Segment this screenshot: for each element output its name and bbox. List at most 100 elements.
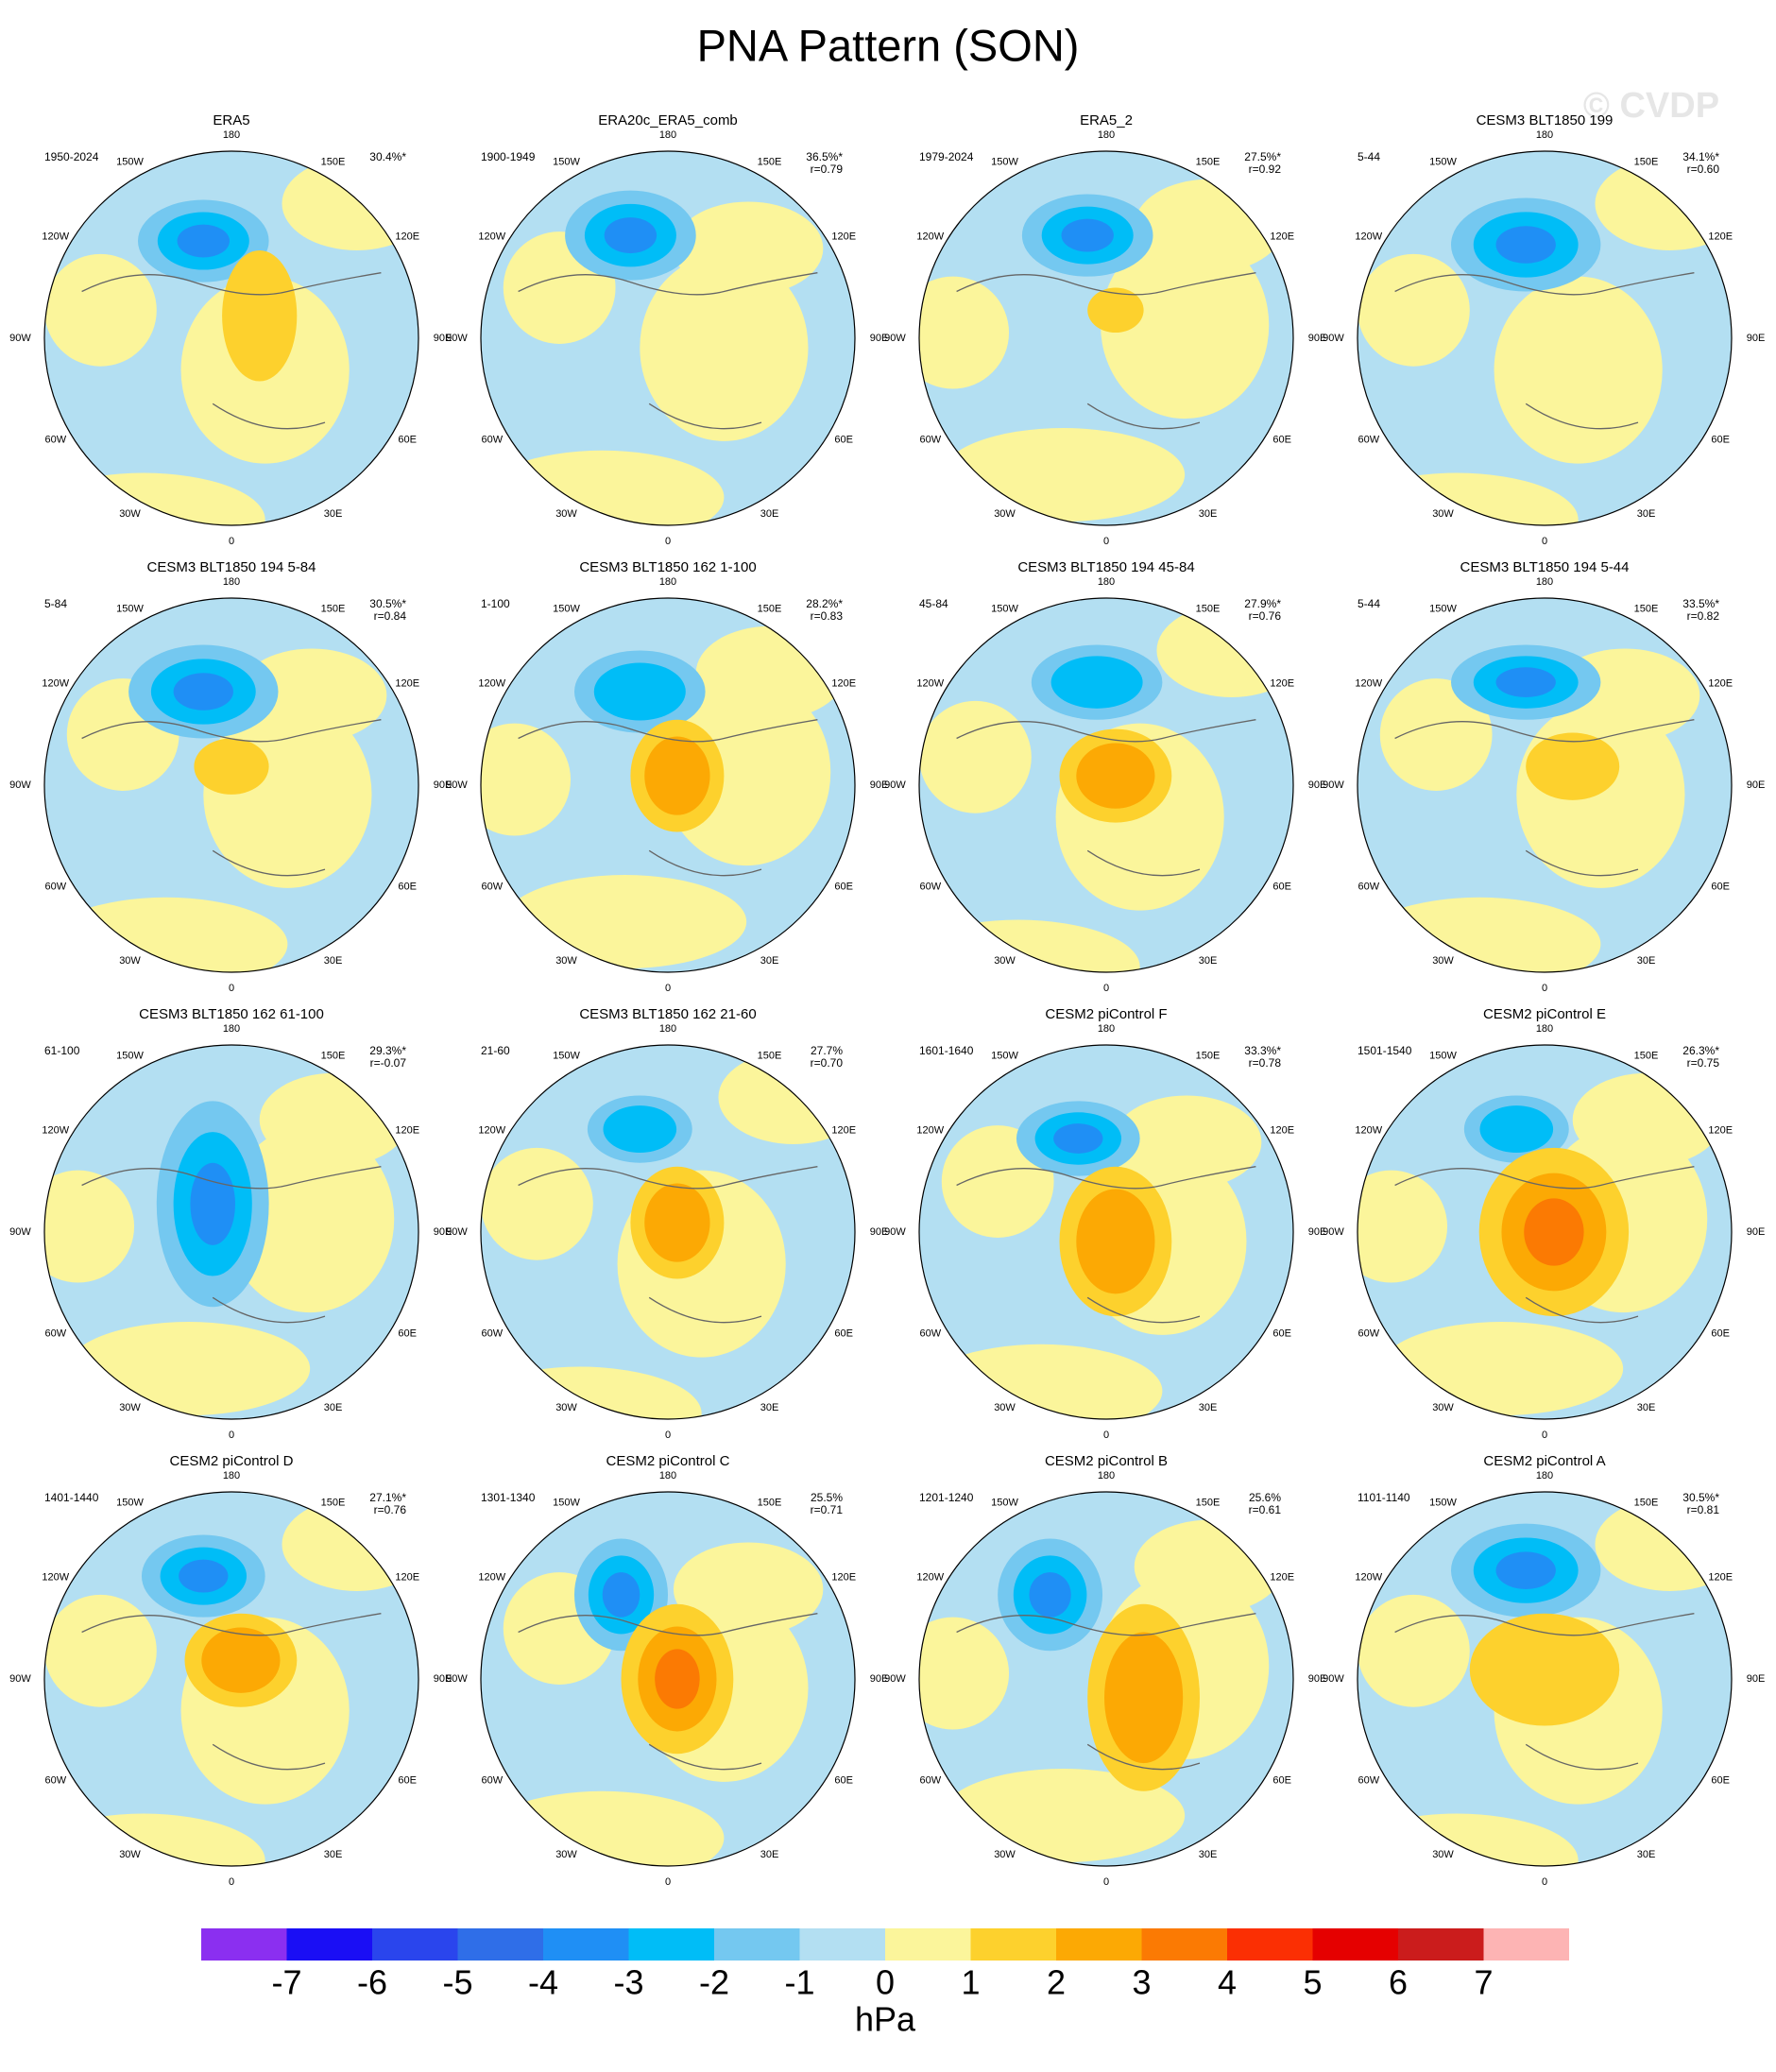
- period: 1101-1140: [1358, 1491, 1410, 1504]
- variance: 26.3%*: [1682, 1044, 1719, 1057]
- positive-region: [481, 1790, 725, 1866]
- lon-label: 0: [1542, 536, 1547, 547]
- period: 1201-1240: [919, 1491, 974, 1504]
- lon-label: 120W: [42, 677, 69, 689]
- lon-label: 150E: [321, 1051, 346, 1062]
- positive-region: [1134, 1519, 1285, 1614]
- variance: 27.5%*: [1244, 150, 1281, 163]
- lon-label: 120E: [395, 231, 419, 242]
- map: [1358, 598, 1732, 972]
- lon-label: 180: [659, 576, 676, 588]
- low-contour: [604, 217, 657, 254]
- variance: 27.1%*: [369, 1491, 406, 1504]
- lon-label: 150E: [1634, 157, 1659, 168]
- lon-label: 90E: [870, 1673, 889, 1685]
- high-contour: [1104, 1632, 1184, 1764]
- high-contour: [644, 736, 710, 815]
- coastline: [1394, 719, 1695, 877]
- colorbar-box: [372, 1928, 458, 1961]
- map: [1358, 1045, 1732, 1419]
- colorbar-box: [201, 1928, 287, 1961]
- colorbar-box: [970, 1928, 1056, 1961]
- positive-region: [259, 1072, 410, 1167]
- lon-label: 90W: [446, 779, 468, 791]
- colorbar-box: [543, 1928, 629, 1961]
- panel-title: CESM2 piControl E: [1483, 1006, 1606, 1022]
- lon-label: 30E: [760, 1849, 779, 1860]
- pattern-correlation: r=0.60: [1687, 163, 1720, 176]
- pattern-correlation: r=-0.07: [370, 1056, 407, 1070]
- lon-label: 30W: [1432, 508, 1454, 520]
- colorbar-tick-label: -1: [784, 1963, 814, 2002]
- lon-label: 150E: [758, 1051, 782, 1062]
- colorbar-box: [1312, 1928, 1398, 1961]
- lon-label: 90E: [1747, 779, 1766, 791]
- lon-label: 120W: [916, 1124, 944, 1136]
- lon-label: 150W: [1429, 1051, 1457, 1062]
- lon-label: 30W: [555, 1849, 577, 1860]
- period: 61-100: [44, 1044, 80, 1057]
- high-contour: [1526, 732, 1620, 800]
- lon-label: 180: [223, 1470, 240, 1481]
- lon-label: 0: [665, 536, 671, 547]
- positive-region: [919, 1617, 1010, 1730]
- lon-label: 120E: [1270, 1124, 1294, 1136]
- lon-label: 120W: [478, 1124, 505, 1136]
- lon-label: 90W: [9, 779, 31, 791]
- map: [481, 598, 855, 972]
- lon-label: 60E: [1711, 1327, 1730, 1339]
- variance: 30.5%*: [369, 597, 406, 610]
- lon-label: 30W: [1432, 955, 1454, 967]
- colorbar-tick-label: 1: [961, 1963, 980, 2002]
- lon-label: 90W: [446, 1673, 468, 1685]
- lon-label: 150E: [1196, 604, 1221, 615]
- figure-title: PNA Pattern (SON): [697, 20, 1080, 70]
- lon-label: 90W: [1323, 779, 1344, 791]
- lon-label: 150W: [116, 604, 144, 615]
- variance: 33.3%*: [1244, 1044, 1281, 1057]
- variance: 28.2%*: [806, 597, 843, 610]
- positive-region: [44, 253, 157, 367]
- lon-label: 90W: [884, 333, 906, 344]
- pattern-correlation: r=0.79: [811, 163, 844, 176]
- lon-label: 60W: [1358, 434, 1379, 445]
- positive-region: [481, 1366, 702, 1419]
- lon-label: 180: [1098, 1470, 1115, 1481]
- lon-label: 60W: [44, 1774, 66, 1786]
- lon-label: 90W: [1323, 333, 1344, 344]
- low-contour: [1050, 656, 1143, 709]
- lon-label: 150W: [1429, 157, 1457, 168]
- lon-label: 0: [1542, 1876, 1547, 1888]
- lon-label: 120E: [1708, 231, 1733, 242]
- lon-label: 60W: [481, 1774, 503, 1786]
- lon-label: 120W: [916, 1571, 944, 1583]
- high-contour: [194, 738, 269, 795]
- variance: 34.1%*: [1682, 150, 1719, 163]
- colorbar-box: [286, 1928, 372, 1961]
- lon-label: 120E: [1270, 677, 1294, 689]
- pattern-correlation: r=0.83: [811, 609, 844, 623]
- lon-label: 150E: [1196, 1051, 1221, 1062]
- positive-region: [44, 1594, 157, 1707]
- period: 1401-1440: [44, 1491, 99, 1504]
- lon-label: 150W: [116, 157, 144, 168]
- high-contour: [655, 1649, 700, 1709]
- lon-label: 150W: [116, 1051, 144, 1062]
- lon-label: 120E: [1270, 231, 1294, 242]
- positive-region: [1379, 678, 1493, 791]
- lon-label: 180: [659, 1470, 676, 1481]
- lon-label: 0: [1103, 1430, 1109, 1441]
- positive-region: [919, 919, 1140, 972]
- lon-label: 90W: [446, 333, 468, 344]
- lon-label: 60E: [398, 434, 417, 445]
- lon-label: 120E: [1708, 677, 1733, 689]
- lon-label: 30E: [760, 1402, 779, 1413]
- colorbar-tick-label: -5: [442, 1963, 472, 2002]
- lon-label: 30E: [760, 955, 779, 967]
- lon-label: 120W: [916, 677, 944, 689]
- panel-title: ERA20c_ERA5_comb: [598, 112, 738, 128]
- map-border: [43, 597, 419, 973]
- coastline: [81, 1613, 382, 1771]
- coastline: [1394, 1166, 1695, 1324]
